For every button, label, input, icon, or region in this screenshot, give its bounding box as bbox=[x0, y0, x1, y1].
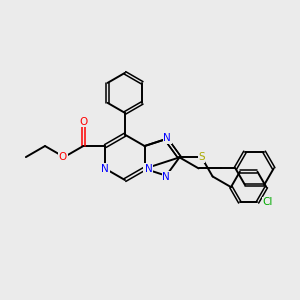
Text: N: N bbox=[101, 164, 109, 174]
Text: S: S bbox=[198, 152, 205, 162]
Text: Cl: Cl bbox=[262, 197, 273, 207]
Text: N: N bbox=[164, 134, 171, 143]
Text: O: O bbox=[59, 152, 67, 162]
Text: O: O bbox=[79, 117, 87, 127]
Text: N: N bbox=[143, 164, 151, 174]
Text: N: N bbox=[164, 133, 171, 143]
Text: N: N bbox=[101, 164, 109, 174]
Text: N: N bbox=[145, 164, 152, 174]
Text: N: N bbox=[162, 172, 170, 182]
